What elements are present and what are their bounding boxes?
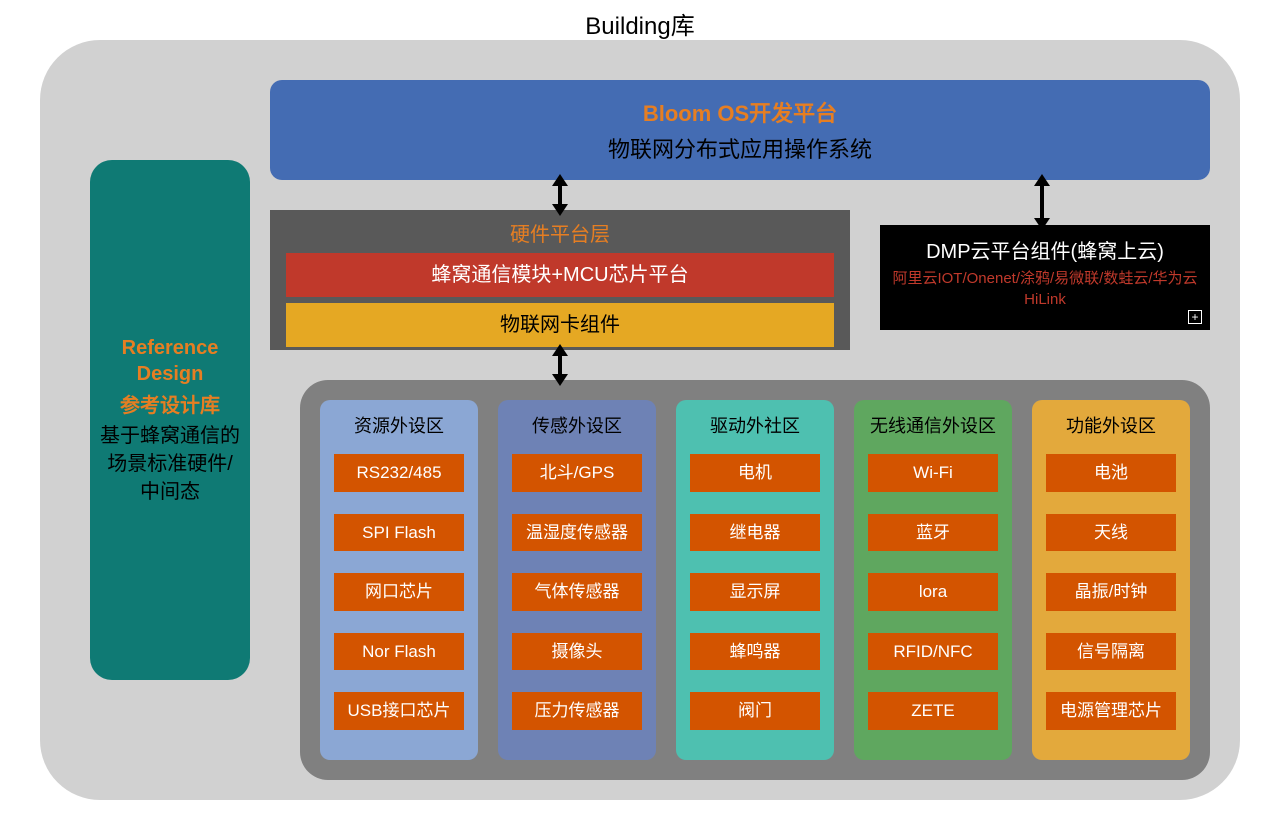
periph-chip: 蓝牙 — [868, 514, 998, 552]
periph-chip: 晶振/时钟 — [1046, 573, 1176, 611]
periph-chip: lora — [868, 573, 998, 611]
periph-chip: 蜂鸣器 — [690, 633, 820, 671]
dmp-box: DMP云平台组件(蜂窝上云) 阿里云IOT/Onenet/涂鸦/易微联/数蛙云/… — [880, 225, 1210, 330]
periph-chip: 阀门 — [690, 692, 820, 730]
periph-chip: SPI Flash — [334, 514, 464, 552]
hw-row-yellow: 物联网卡组件 — [286, 303, 834, 347]
periph-chip: Nor Flash — [334, 633, 464, 671]
outer-container: Bloom OS开发平台 物联网分布式应用操作系统 Reference Desi… — [40, 40, 1240, 800]
periph-chip: 电池 — [1046, 454, 1176, 492]
hw-title: 硬件平台层 — [286, 218, 834, 247]
periph-chip: RFID/NFC — [868, 633, 998, 671]
periph-col-1: 传感外设区北斗/GPS 温湿度传感器气体传感器摄像头压力传感器 — [498, 400, 656, 760]
arrow-os-hw — [558, 184, 562, 206]
periph-chip: 网口芯片 — [334, 573, 464, 611]
periph-chip: 温湿度传感器 — [512, 514, 642, 552]
os-title: Bloom OS开发平台 — [270, 96, 1210, 128]
os-subtitle: 物联网分布式应用操作系统 — [270, 132, 1210, 164]
periph-col-3: 无线通信外设区 Wi-Fi 蓝牙 lora RFID/NFC ZETE — [854, 400, 1012, 760]
hardware-layer-box: 硬件平台层 蜂窝通信模块+MCU芯片平台 物联网卡组件 — [270, 210, 850, 350]
ref-line1: Reference Design — [100, 335, 240, 387]
periph-col-0: 资源外设区 RS232/485 SPI Flash 网口芯片 Nor Flash USB接… — [320, 400, 478, 760]
periph-col-title: 传感外设区 — [532, 412, 622, 438]
periph-col-2: 驱动外社区电机继电器显示屏蜂鸣器阀门 — [676, 400, 834, 760]
os-platform-box: Bloom OS开发平台 物联网分布式应用操作系统 — [270, 80, 1210, 180]
periph-chip: RS232/485 — [334, 454, 464, 492]
periph-chip: 气体传感器 — [512, 573, 642, 611]
periph-chip: 压力传感器 — [512, 692, 642, 730]
plus-icon: + — [1188, 310, 1202, 324]
page-title: Building库 — [0, 6, 1280, 41]
periph-chip: 显示屏 — [690, 573, 820, 611]
periph-chip: ZETE — [868, 692, 998, 730]
dmp-title: DMP云平台组件(蜂窝上云) — [892, 235, 1198, 264]
periph-chip: 电机 — [690, 454, 820, 492]
periph-chip: 继电器 — [690, 514, 820, 552]
periph-col-4: 功能外设区电池天线晶振/时钟信号隔离电源管理芯片 — [1032, 400, 1190, 760]
periph-chip: USB接口芯片 — [334, 692, 464, 730]
periph-chip: 天线 — [1046, 514, 1176, 552]
peripheral-grid: 资源外设区 RS232/485 SPI Flash 网口芯片 Nor Flash USB接… — [300, 380, 1210, 780]
periph-col-title: 资源外设区 — [354, 412, 444, 438]
arrow-os-dmp — [1040, 184, 1044, 220]
periph-col-title: 功能外设区 — [1066, 412, 1156, 438]
periph-col-title: 无线通信外设区 — [870, 412, 996, 438]
ref-line2: 参考设计库 — [100, 389, 240, 418]
periph-chip: 电源管理芯片 — [1046, 692, 1176, 730]
hw-row-red: 蜂窝通信模块+MCU芯片平台 — [286, 253, 834, 297]
dmp-subtitle: 阿里云IOT/Onenet/涂鸦/易微联/数蛙云/华为云HiLink — [892, 268, 1198, 310]
periph-chip: Wi-Fi — [868, 454, 998, 492]
periph-chip: 北斗/GPS — [512, 454, 642, 492]
arrow-hw-periph — [558, 354, 562, 376]
periph-col-title: 驱动外社区 — [710, 412, 800, 438]
periph-chip: 信号隔离 — [1046, 633, 1176, 671]
reference-design-box: Reference Design 参考设计库 基于蜂窝通信的场景标准硬件/中间态 — [90, 160, 250, 680]
ref-line3: 基于蜂窝通信的场景标准硬件/中间态 — [100, 422, 240, 506]
periph-chip: 摄像头 — [512, 633, 642, 671]
